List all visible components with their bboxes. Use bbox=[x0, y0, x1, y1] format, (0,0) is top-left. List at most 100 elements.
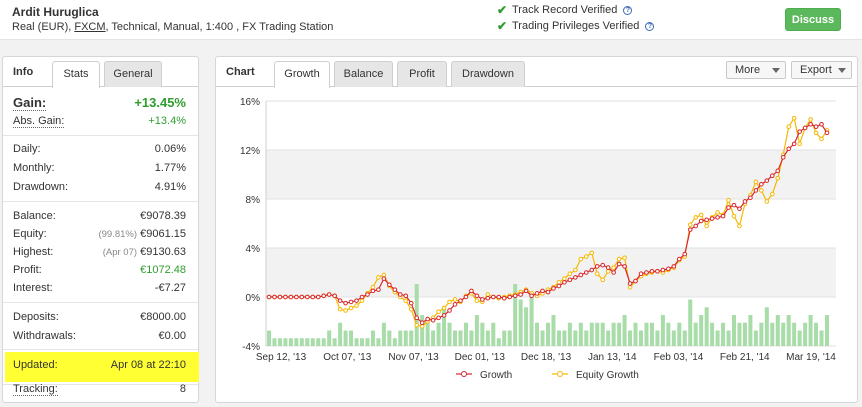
volume-bar bbox=[682, 330, 687, 346]
equity-growth-point bbox=[452, 297, 458, 302]
equity-growth-point bbox=[726, 197, 731, 203]
volume-bar bbox=[370, 330, 375, 346]
trading-privileges-label: Trading Privileges Verified bbox=[512, 20, 640, 32]
growth-point bbox=[447, 308, 452, 313]
growth-point bbox=[381, 276, 387, 281]
volume-bar bbox=[502, 330, 507, 346]
divider bbox=[3, 135, 198, 136]
abs-gain-label[interactable]: Abs. Gain: bbox=[13, 115, 65, 128]
equity-growth-point bbox=[715, 210, 720, 215]
volume-bar bbox=[726, 330, 731, 346]
tracking-label[interactable]: Tracking: bbox=[13, 383, 58, 396]
export-button[interactable]: Export bbox=[791, 61, 852, 79]
volume-bar bbox=[655, 330, 660, 346]
export-label: Export bbox=[800, 64, 832, 76]
growth-point bbox=[802, 125, 808, 131]
volume-bar bbox=[398, 330, 403, 346]
volume-bar bbox=[803, 322, 808, 346]
monthly-value: 1.77% bbox=[154, 162, 186, 174]
volume-bar bbox=[606, 330, 611, 346]
growth-point bbox=[359, 294, 365, 300]
volume-bar bbox=[529, 291, 534, 346]
volume-bar bbox=[425, 322, 430, 346]
growth-point bbox=[780, 155, 786, 160]
growth-point bbox=[469, 288, 474, 294]
legend-marker bbox=[461, 371, 467, 377]
tab-stats[interactable]: Stats bbox=[52, 61, 100, 88]
trading-privileges-verified: ✔ Trading Privileges Verified ? bbox=[497, 19, 655, 33]
tab-growth[interactable]: Growth bbox=[274, 61, 330, 88]
volume-bars bbox=[267, 284, 829, 346]
legend-marker bbox=[557, 371, 563, 377]
tab-general[interactable]: General bbox=[104, 61, 162, 87]
chart-legend: Growth Equity Growth bbox=[456, 370, 639, 381]
growth-point bbox=[512, 293, 518, 299]
legend-label: Equity Growth bbox=[576, 370, 639, 381]
equity-growth-point bbox=[698, 212, 704, 218]
help-icon[interactable]: ? bbox=[623, 5, 633, 15]
volume-bar bbox=[759, 322, 764, 346]
growth-point bbox=[824, 130, 830, 136]
tab-drawdown[interactable]: Drawdown bbox=[451, 61, 525, 87]
growth-point bbox=[583, 270, 589, 275]
more-button[interactable]: More bbox=[726, 61, 786, 79]
growth-point bbox=[343, 300, 348, 306]
tracking-value: 8 bbox=[179, 383, 186, 395]
tab-profit[interactable]: Profit bbox=[397, 61, 447, 87]
growth-point bbox=[337, 298, 343, 303]
volume-bar bbox=[349, 330, 354, 346]
volume-bar bbox=[792, 322, 797, 346]
volume-bar bbox=[392, 338, 397, 346]
gain-label[interactable]: Gain: bbox=[13, 95, 47, 111]
growth-point bbox=[354, 298, 359, 303]
growth-point bbox=[387, 282, 392, 288]
volume-bar bbox=[365, 338, 370, 346]
account-header: Ardit Huruglica Real (EUR), FXCM, Techni… bbox=[0, 0, 862, 40]
volume-bar bbox=[420, 315, 425, 346]
volume-bar bbox=[338, 322, 343, 346]
growth-point bbox=[589, 267, 595, 273]
volume-bar bbox=[704, 307, 709, 346]
equity-growth-point bbox=[348, 305, 354, 311]
help-icon[interactable]: ? bbox=[645, 21, 655, 31]
growth-point bbox=[441, 313, 447, 318]
volume-bar bbox=[458, 330, 463, 346]
highest-label: Highest: bbox=[13, 246, 54, 258]
daily-value: 0.06% bbox=[154, 143, 186, 155]
equity-growth-point bbox=[376, 275, 381, 280]
volume-bar bbox=[600, 322, 605, 346]
tab-balance[interactable]: Balance bbox=[334, 61, 393, 87]
volume-bar bbox=[447, 322, 452, 346]
growth-point bbox=[403, 293, 409, 299]
drawdown-value: 4.91% bbox=[154, 181, 186, 193]
volume-bar bbox=[671, 330, 676, 346]
volume-bar bbox=[277, 338, 282, 346]
volume-bar bbox=[474, 315, 479, 346]
equity-growth-point bbox=[769, 191, 775, 197]
checkmark-icon: ✔ bbox=[497, 19, 508, 33]
equity-value: €9061.15 bbox=[140, 228, 186, 240]
volume-bar bbox=[693, 322, 698, 346]
volume-bar bbox=[578, 322, 583, 346]
volume-bar bbox=[753, 330, 758, 346]
volume-bar bbox=[715, 330, 720, 346]
x-tick-label: Oct 07, '13 bbox=[323, 352, 371, 363]
volume-bar bbox=[310, 338, 315, 346]
discuss-button[interactable]: Discuss bbox=[785, 8, 841, 31]
volume-bar bbox=[814, 322, 819, 346]
equity-growth-point bbox=[764, 199, 770, 204]
volume-bar bbox=[639, 330, 643, 346]
deposits-label: Deposits: bbox=[13, 311, 59, 323]
gain-value: +13.45% bbox=[134, 95, 186, 110]
growth-point bbox=[414, 315, 420, 321]
interest-value: -€7.27 bbox=[154, 282, 186, 294]
broker-link[interactable]: FXCM bbox=[74, 21, 106, 33]
growth-point bbox=[321, 293, 327, 299]
equity-growth-point bbox=[622, 255, 627, 261]
growth-point bbox=[671, 264, 677, 269]
growth-point bbox=[649, 268, 655, 274]
volume-bar bbox=[567, 322, 572, 346]
volume-bar bbox=[540, 330, 545, 346]
equity-growth-point bbox=[791, 115, 797, 121]
equity-growth-point bbox=[359, 298, 365, 303]
